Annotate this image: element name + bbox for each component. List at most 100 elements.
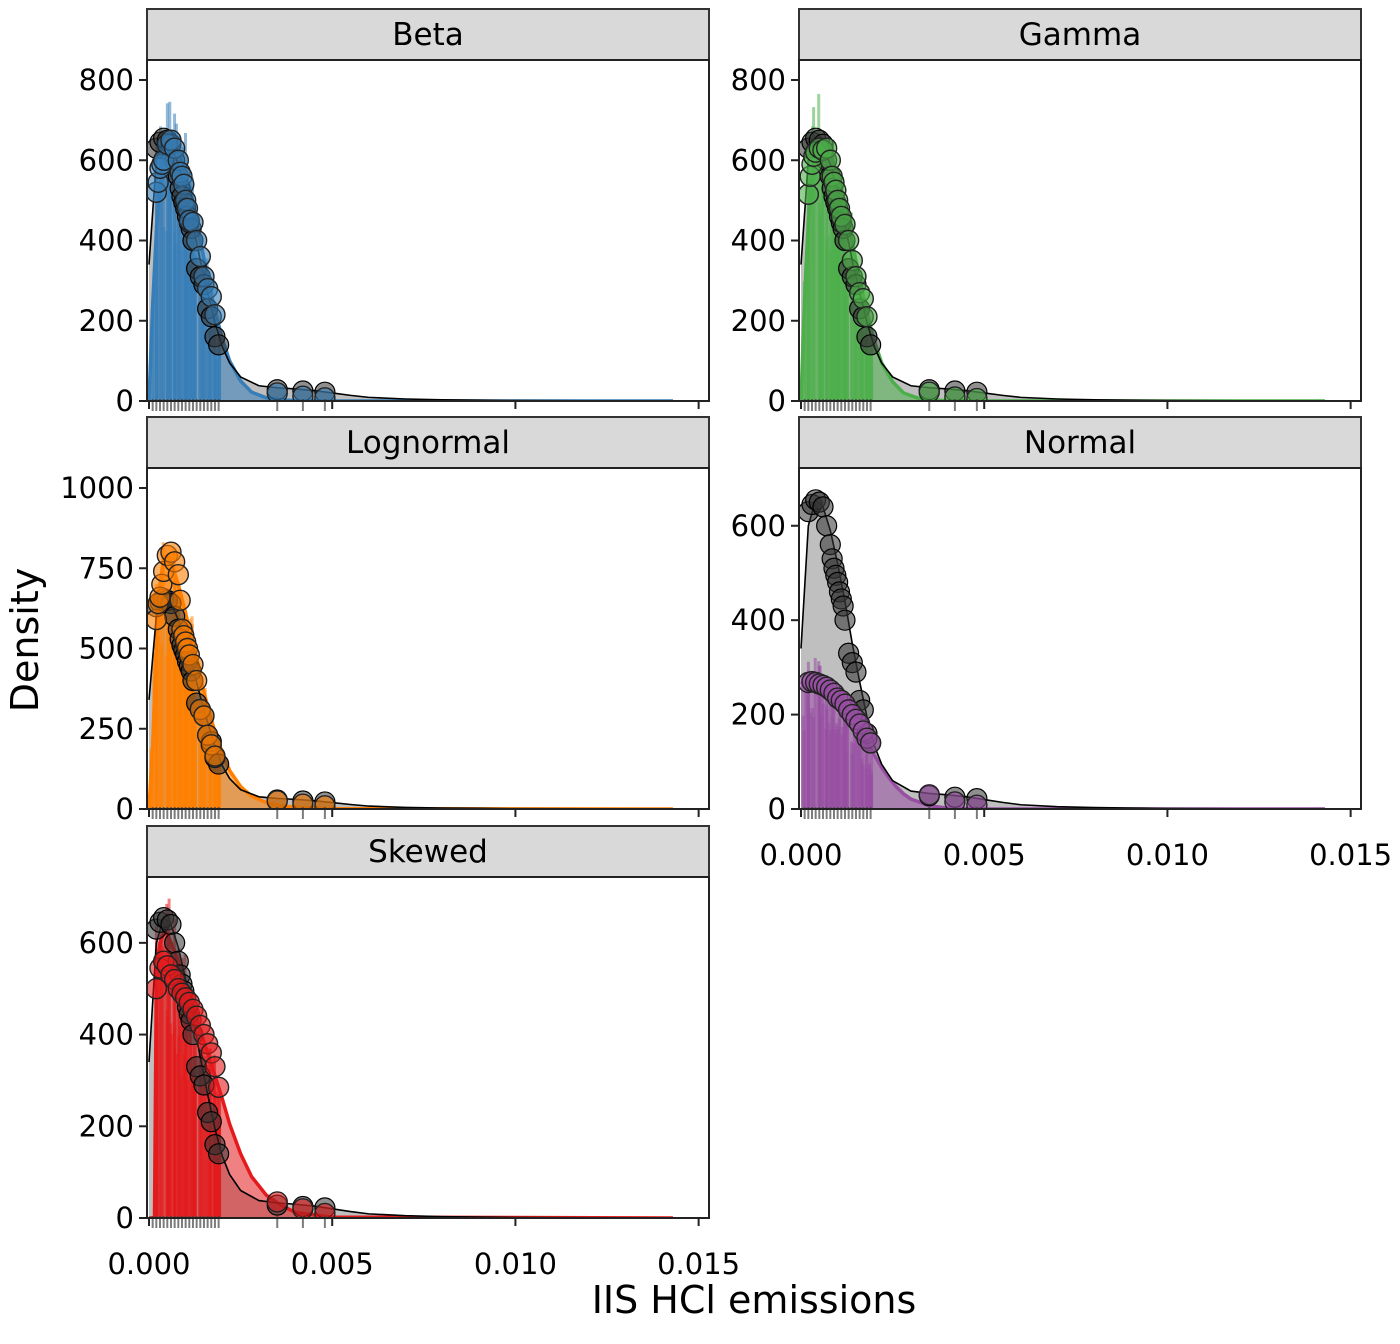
series-point: [856, 306, 878, 328]
reference-point: [845, 661, 867, 683]
x-tick-label: 0.010: [474, 1247, 557, 1281]
plot-area: [799, 93, 1325, 401]
y-tick-label: 0: [768, 384, 786, 418]
series-point: [944, 791, 966, 809]
series-point: [292, 1198, 314, 1218]
series-point: [266, 1191, 288, 1213]
facet-panel-gamma: Gamma 0 200 400 600 800: [731, 8, 1362, 418]
y-tick-label: 0: [116, 384, 134, 418]
x-tick-label: 0.005: [291, 1247, 374, 1281]
reference-point: [208, 334, 230, 356]
series-point: [292, 793, 314, 809]
reference-point: [200, 1111, 222, 1133]
y-tick-label: 400: [79, 224, 134, 258]
x-tick-label: 0.015: [657, 1247, 740, 1281]
series-point: [314, 795, 336, 809]
series-point: [852, 287, 874, 310]
series-point: [314, 1202, 336, 1218]
series-point: [167, 563, 190, 586]
y-tick-label: 0: [116, 792, 134, 826]
reference-point: [812, 496, 834, 518]
series-point: [266, 382, 288, 401]
panel-border: [146, 467, 710, 810]
series-point: [266, 790, 288, 809]
series-point: [169, 589, 191, 612]
y-tick-label: 0: [116, 1201, 134, 1235]
x-tick-label: 0.005: [943, 838, 1026, 872]
facet-panel-beta: Beta 0 200 400 600 800: [79, 8, 710, 418]
series-density-area: [801, 680, 1325, 809]
reference-point: [860, 334, 882, 356]
y-tick-label: 200: [79, 304, 134, 338]
strip-label: Gamma: [1019, 17, 1141, 53]
y-tick-label: 0: [768, 792, 786, 826]
series-density-curve: [799, 137, 1325, 401]
reference-point: [208, 1143, 230, 1165]
y-tick-label: 400: [731, 224, 786, 258]
strip-label: Beta: [392, 17, 464, 53]
x-axis-title: IIS HCl emissions: [592, 1278, 917, 1322]
x-tick-label: 0.015: [1309, 838, 1392, 872]
panel-border: [146, 59, 710, 402]
plot-area: [147, 101, 673, 401]
series-density-area: [149, 555, 673, 809]
facet-panel-lognormal: Lognormal 0 250 500 750 1000: [60, 416, 710, 826]
y-tick-label: 400: [731, 603, 786, 637]
series-point: [204, 1055, 226, 1078]
plot-area: [799, 489, 1325, 809]
series-point: [193, 705, 215, 727]
series-point: [859, 732, 882, 754]
y-tick-label: 800: [79, 63, 134, 97]
reference-point: [834, 609, 856, 631]
series-point: [944, 386, 966, 401]
series-point: [966, 387, 988, 401]
strip-background: [146, 416, 710, 469]
panel-border: [146, 876, 710, 1219]
strip-label: Lognormal: [346, 425, 510, 461]
facet-panel-normal: Normal 0 200 400 600 0.000 0.005 0.010 0.015: [731, 416, 1392, 872]
y-tick-label: 600: [731, 143, 786, 177]
series-density-area: [149, 140, 673, 401]
x-tick-label: 0.000: [107, 1247, 190, 1281]
series-density-area: [149, 933, 673, 1218]
strip-background: [798, 8, 1362, 61]
strip-label: Skewed: [368, 834, 488, 870]
panel-border: [798, 467, 1362, 810]
series-point: [182, 211, 204, 234]
y-tick-label: 200: [731, 304, 786, 338]
y-tick-label: 500: [79, 632, 134, 666]
series-point: [292, 385, 314, 401]
plot-area: [147, 898, 673, 1218]
series-point: [147, 978, 168, 1000]
y-tick-label: 750: [79, 551, 134, 585]
y-axis-title: Density: [3, 568, 47, 712]
strip-background: [146, 8, 710, 61]
facet-panel-skewed: Skewed 0 200 400 600 0.000 0.005 0.010 0.015: [79, 825, 740, 1281]
series-point: [204, 304, 226, 326]
series-point: [918, 784, 940, 806]
y-tick-label: 800: [731, 63, 786, 97]
y-tick-label: 600: [79, 143, 134, 177]
y-tick-label: 1000: [60, 471, 134, 505]
panel-border: [798, 59, 1362, 402]
x-tick-label: 0.010: [1126, 838, 1209, 872]
plot-area: [147, 541, 673, 809]
reference-point: [164, 932, 186, 954]
series-point: [314, 387, 336, 401]
series-point: [185, 669, 208, 692]
series-point: [207, 1076, 230, 1099]
y-tick-label: 600: [79, 926, 134, 960]
y-tick-label: 400: [79, 1018, 134, 1052]
facet-panels: Beta 0 200 400 600 800 Gamma 0 200 400 600 800 Logno…: [60, 8, 1392, 1281]
series-density-area: [801, 140, 1325, 401]
series-point: [799, 183, 820, 206]
series-point: [189, 245, 211, 268]
series-point: [204, 745, 226, 767]
series-point: [837, 229, 860, 252]
reference-point: [160, 913, 182, 936]
reference-point: [816, 515, 838, 537]
series-point: [918, 381, 940, 401]
y-tick-label: 600: [731, 509, 786, 543]
x-tick-label: 0.000: [759, 838, 842, 872]
